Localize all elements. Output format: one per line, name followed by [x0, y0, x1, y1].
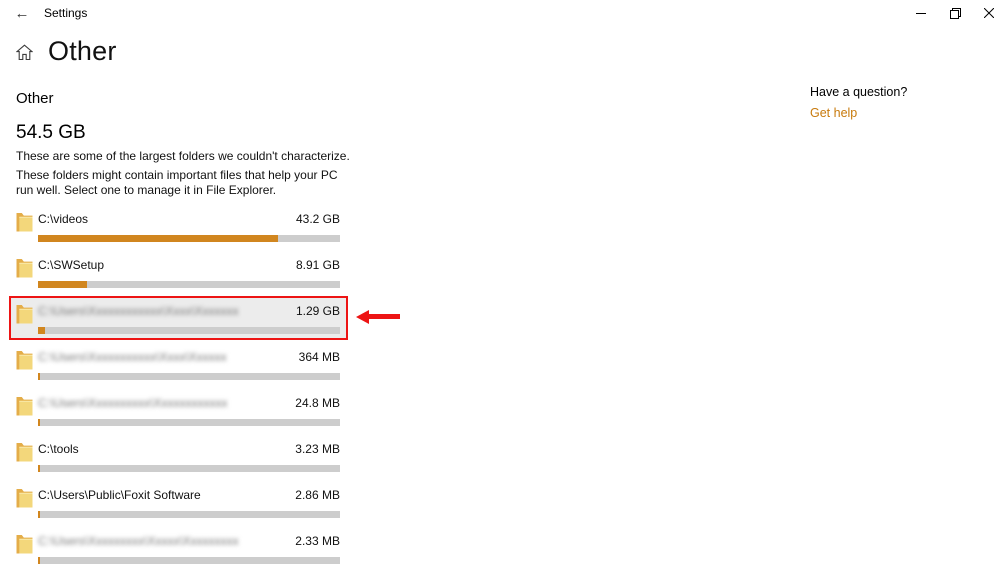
folder-path: C:\Users\Public\Foxit Software	[38, 488, 201, 502]
folder-path: C:\Users\Xxxxxxxxxx\Xxxxxxxxxxxx	[38, 396, 228, 410]
folder-usage-bar	[38, 235, 340, 242]
folder-usage-bar	[38, 557, 340, 564]
folder-row-labels: C:\Users\Public\Foxit Software 2.86 MB	[38, 488, 340, 502]
folder-icon	[16, 534, 33, 554]
folder-row[interactable]: C:\Users\Xxxxxxxxxxx\Xxxx\Xxxxxx 364 MB	[0, 345, 348, 391]
folder-row-labels: C:\Users\Xxxxxxxxx\Xxxxx\Xxxxxxxxx 2.33 …	[38, 534, 340, 548]
minimize-button[interactable]	[904, 0, 938, 26]
folder-icon	[16, 396, 33, 416]
folder-usage-bar	[38, 327, 340, 334]
folder-row[interactable]: C:\tools 3.23 MB	[0, 437, 348, 483]
description-line-1: These are some of the largest folders we…	[16, 149, 350, 163]
folder-row[interactable]: C:\Users\Public\Foxit Software 2.86 MB	[0, 483, 348, 529]
home-icon	[15, 44, 34, 66]
folder-icon	[16, 212, 33, 232]
folder-usage-bar	[38, 419, 340, 426]
folder-row-labels: C:\Users\Xxxxxxxxxxxx\Xxxx\Xxxxxxx 1.29 …	[38, 304, 340, 318]
folder-size: 2.86 MB	[295, 488, 340, 502]
folder-row-labels: C:\Users\Xxxxxxxxxx\Xxxxxxxxxxxx 24.8 MB	[38, 396, 340, 410]
folder-usage-bar-fill	[38, 419, 40, 426]
folder-usage-bar-fill	[38, 235, 279, 242]
folder-usage-bar-fill	[38, 465, 40, 472]
title-bar: ← Settings	[0, 0, 1000, 28]
folder-icon	[16, 258, 33, 278]
folder-path: C:\Users\Xxxxxxxxxxx\Xxxx\Xxxxxx	[38, 350, 227, 364]
close-icon	[984, 8, 994, 18]
description-line-2: These folders might contain important fi…	[16, 168, 338, 197]
annotation-arrow-icon	[356, 309, 401, 324]
back-button[interactable]: ←	[8, 2, 36, 24]
folder-usage-bar	[38, 511, 340, 518]
folder-size: 24.8 MB	[295, 396, 340, 410]
folder-row[interactable]: C:\Users\Xxxxxxxxxx\Xxxxxxxxxxxx 24.8 MB	[0, 391, 348, 437]
folder-size: 2.33 MB	[295, 534, 340, 548]
folder-row[interactable]: C:\videos 43.2 GB	[0, 207, 348, 253]
folder-usage-bar	[38, 281, 340, 288]
folder-icon	[16, 350, 33, 370]
folder-usage-bar	[38, 373, 340, 380]
back-arrow-icon: ←	[14, 4, 30, 22]
folder-icon	[16, 488, 33, 508]
page-title: Other	[48, 36, 117, 66]
close-button[interactable]	[972, 0, 1000, 26]
folder-usage-bar-fill	[38, 327, 46, 334]
folder-row-labels: C:\videos 43.2 GB	[38, 212, 340, 226]
get-help-link[interactable]: Get help	[810, 106, 858, 120]
folder-usage-bar-fill	[38, 281, 88, 288]
folder-icon	[16, 442, 33, 462]
section-title: Other	[16, 90, 54, 107]
folder-row-labels: C:\SWSetup 8.91 GB	[38, 258, 340, 272]
folder-size: 43.2 GB	[295, 212, 340, 226]
restore-button[interactable]	[938, 0, 972, 26]
folder-row-labels: C:\Users\Xxxxxxxxxxx\Xxxx\Xxxxxx 364 MB	[38, 350, 340, 364]
folder-list: C:\videos 43.2 GB C:\SWSetup 8.91 GB	[0, 207, 348, 575]
folder-path: C:\tools	[38, 442, 79, 456]
folder-path: C:\Users\Xxxxxxxxxxxx\Xxxx\Xxxxxxx	[38, 304, 239, 318]
folder-row-labels: C:\tools 3.23 MB	[38, 442, 340, 456]
restore-icon	[949, 7, 961, 19]
minimize-icon	[916, 8, 926, 18]
folder-row[interactable]: C:\Users\Xxxxxxxxxxxx\Xxxx\Xxxxxxx 1.29 …	[0, 299, 348, 345]
folder-usage-bar	[38, 465, 340, 472]
folder-path: C:\Users\Xxxxxxxxx\Xxxxx\Xxxxxxxxx	[38, 534, 239, 548]
folder-size: 1.29 GB	[295, 304, 340, 318]
window-title: Settings	[44, 6, 88, 20]
folder-size: 364 MB	[298, 350, 340, 364]
folder-size: 3.23 MB	[295, 442, 340, 456]
folder-path: C:\videos	[38, 212, 89, 226]
folder-usage-bar-fill	[38, 511, 40, 518]
folder-icon	[16, 304, 33, 324]
folder-size: 8.91 GB	[295, 258, 340, 272]
folder-usage-bar-fill	[38, 373, 41, 380]
folder-usage-bar-fill	[38, 557, 40, 564]
help-question: Have a question?	[810, 85, 908, 99]
folder-row[interactable]: C:\SWSetup 8.91 GB	[0, 253, 348, 299]
total-size: 54.5 GB	[16, 122, 86, 143]
folder-path: C:\SWSetup	[38, 258, 105, 272]
